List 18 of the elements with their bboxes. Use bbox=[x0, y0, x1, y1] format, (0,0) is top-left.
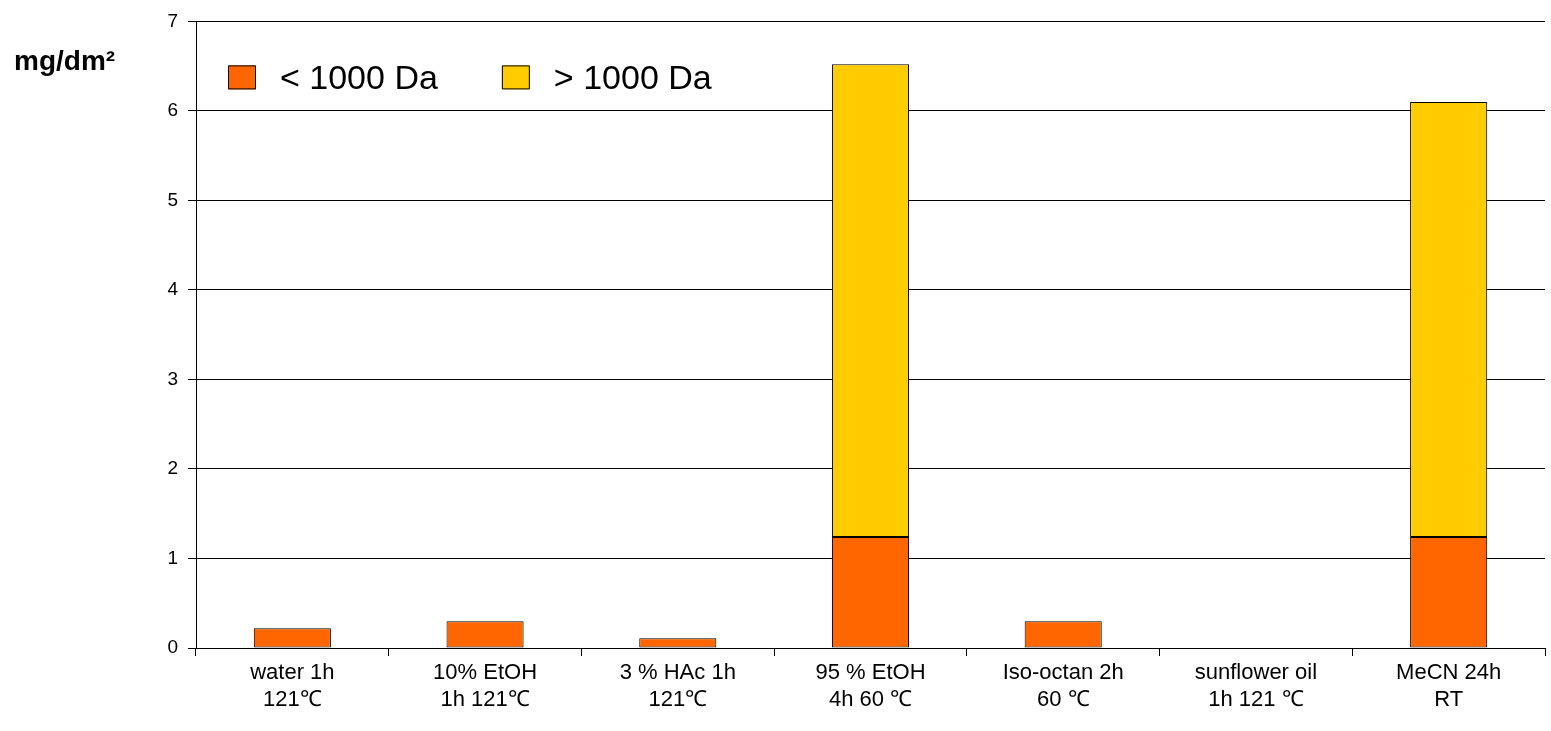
y-tick-label: 0 bbox=[167, 636, 178, 658]
y-tick-label: 6 bbox=[167, 99, 178, 121]
x-tick-label: water 1h 121℃ bbox=[249, 659, 335, 711]
y-tick-label: 7 bbox=[167, 9, 178, 31]
y-axis-title: mg/dm² bbox=[14, 44, 116, 76]
y-tick-label: 1 bbox=[167, 546, 178, 568]
y-tick-label: 2 bbox=[167, 457, 178, 479]
x-tick-label: Iso-octan 2h 60 ℃ bbox=[1002, 659, 1124, 711]
y-tick-label: 4 bbox=[167, 278, 179, 300]
x-tick-label: 95 % EtOH 4h 60 ℃ bbox=[815, 659, 926, 711]
legend-label: > 1000 Da bbox=[553, 57, 712, 96]
y-tick-label: 3 bbox=[167, 367, 178, 389]
x-tick-label: 10% EtOH 1h 121℃ bbox=[433, 659, 538, 711]
x-tick-label: MeCN 24h RT bbox=[1396, 659, 1502, 711]
x-tick-label: 3 % HAc 1h 121℃ bbox=[619, 659, 736, 711]
legend-label: < 1000 Da bbox=[280, 57, 438, 96]
y-tick-label: 5 bbox=[167, 188, 178, 210]
x-tick-label: sunflower oil 1h 121 ℃ bbox=[1194, 659, 1318, 711]
